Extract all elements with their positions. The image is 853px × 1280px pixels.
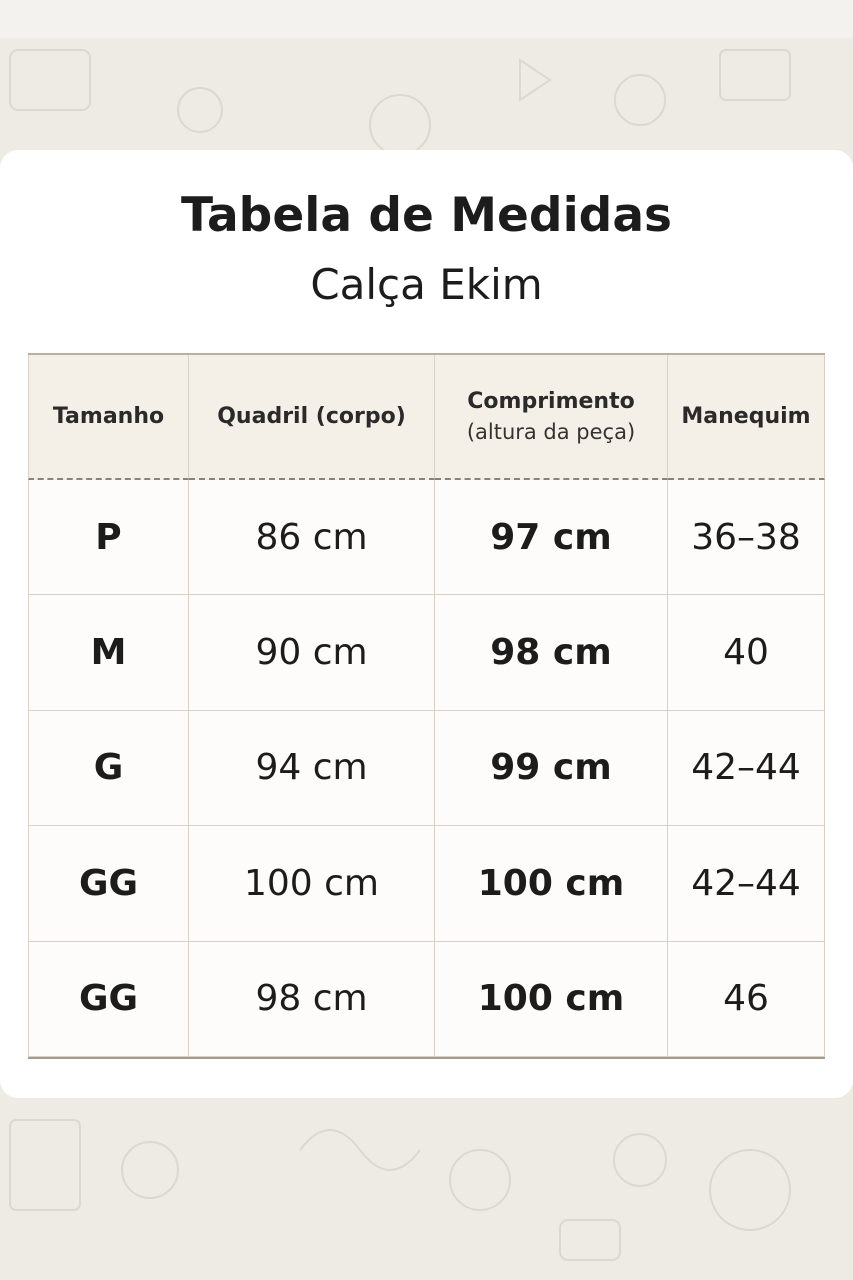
table-top-border: [28, 353, 825, 355]
value-cell: 86 cm: [189, 480, 435, 596]
value-cell: 46: [668, 941, 825, 1057]
header-sublabel: (altura da peça): [466, 420, 636, 444]
size-cell: P: [28, 480, 189, 596]
header-cell: Comprimento (altura da peça): [435, 355, 668, 480]
header-label: Comprimento: [467, 389, 635, 414]
header-cell: Manequim: [668, 355, 825, 480]
value-cell: 98 cm: [435, 595, 668, 711]
title: Tabela de Medidas: [180, 188, 673, 243]
value-cell: 42–44: [668, 826, 825, 942]
value-cell: 94 cm: [189, 710, 435, 827]
size-cell: G: [28, 710, 189, 827]
value-cell: 100 cm: [189, 826, 435, 942]
table-bottom-border: [28, 1057, 825, 1059]
value-cell: 99 cm: [435, 710, 668, 827]
size-cell: GG: [28, 941, 189, 1057]
top-bar: [0, 0, 853, 38]
value-cell: 42–44: [668, 710, 825, 827]
size-cell: GG: [28, 826, 189, 942]
value-cell: 98 cm: [189, 941, 435, 1057]
value-cell: 100 cm: [435, 826, 668, 942]
value-cell: 97 cm: [435, 480, 668, 596]
header-cell: Tamanho: [28, 355, 189, 480]
value-cell: 36–38: [668, 480, 825, 596]
value-cell: 40: [668, 595, 825, 711]
value-cell: 100 cm: [435, 941, 668, 1057]
subtitle: Calça Ekim: [310, 260, 543, 309]
value-cell: 90 cm: [189, 595, 435, 711]
header-cell: Quadril (corpo): [189, 355, 435, 480]
size-cell: M: [28, 595, 189, 711]
